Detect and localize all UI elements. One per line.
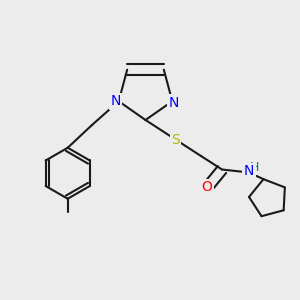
Text: N: N — [169, 96, 179, 110]
Text: S: S — [171, 133, 180, 146]
Text: N: N — [244, 164, 254, 178]
Text: H: H — [250, 160, 259, 174]
Text: N: N — [110, 94, 121, 108]
Text: O: O — [202, 180, 212, 194]
